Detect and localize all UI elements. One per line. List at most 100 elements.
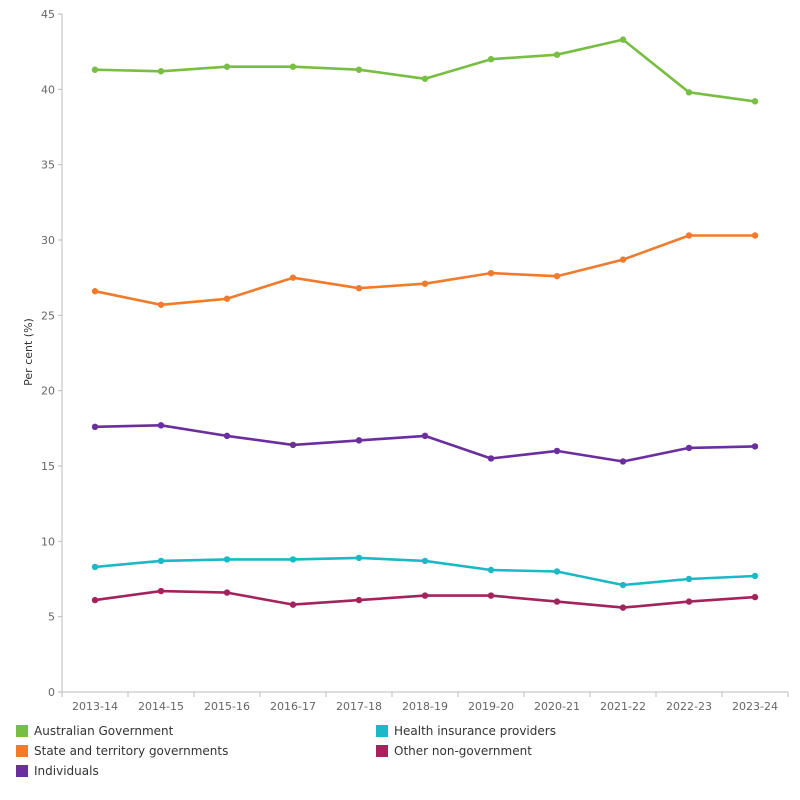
data-point[interactable] bbox=[619, 581, 627, 589]
data-point[interactable] bbox=[355, 596, 363, 604]
y-tick-label: 5 bbox=[48, 611, 55, 624]
data-point[interactable] bbox=[289, 601, 297, 608]
legend-item[interactable]: Individuals bbox=[16, 764, 99, 778]
data-point[interactable] bbox=[91, 66, 99, 73]
data-point[interactable] bbox=[91, 563, 99, 571]
data-point[interactable] bbox=[421, 557, 429, 565]
chart-legend: Australian Government State and territory… bbox=[16, 724, 776, 784]
x-tick-label: 2015-16 bbox=[204, 700, 250, 713]
data-point[interactable] bbox=[223, 556, 231, 563]
legend-item[interactable]: Other non-government bbox=[376, 744, 532, 758]
data-point[interactable] bbox=[91, 423, 99, 431]
y-tick-label: 10 bbox=[41, 535, 55, 548]
data-point[interactable] bbox=[223, 63, 231, 70]
data-point[interactable] bbox=[223, 432, 231, 440]
series-group bbox=[91, 554, 759, 589]
series-group bbox=[91, 36, 759, 105]
data-point[interactable] bbox=[553, 447, 561, 455]
data-point[interactable] bbox=[487, 566, 495, 574]
series-group bbox=[91, 232, 759, 308]
data-point[interactable] bbox=[685, 232, 693, 239]
chart-series bbox=[91, 36, 759, 611]
y-tick-label: 20 bbox=[41, 385, 55, 398]
data-point[interactable] bbox=[685, 575, 693, 583]
y-tick-label: 35 bbox=[41, 159, 55, 172]
data-point[interactable] bbox=[223, 295, 231, 302]
data-point[interactable] bbox=[157, 68, 165, 75]
data-point[interactable] bbox=[553, 272, 561, 280]
data-point[interactable] bbox=[355, 66, 363, 73]
series-line bbox=[94, 423, 756, 463]
data-point[interactable] bbox=[685, 598, 693, 605]
series-line bbox=[94, 234, 755, 307]
x-tick-label: 2017-18 bbox=[336, 700, 382, 713]
data-point[interactable] bbox=[157, 301, 165, 308]
data-point[interactable] bbox=[553, 568, 561, 575]
y-tick-label: 25 bbox=[41, 309, 55, 322]
legend-label: Individuals bbox=[34, 764, 99, 778]
y-tick-label: 0 bbox=[48, 686, 55, 699]
y-axis-title: Per cent (%) bbox=[22, 318, 35, 386]
legend-swatch bbox=[376, 725, 388, 737]
series-line bbox=[94, 38, 756, 103]
data-point[interactable] bbox=[421, 75, 429, 82]
y-tick-label: 30 bbox=[41, 234, 55, 247]
series-group bbox=[91, 422, 759, 465]
legend-item[interactable]: Australian Government bbox=[16, 724, 173, 738]
x-tick-label: 2021-22 bbox=[600, 700, 646, 713]
legend-swatch bbox=[16, 725, 28, 737]
data-point[interactable] bbox=[487, 455, 495, 462]
chart-axes: 0 5 10 15 20 25 30 35 40 45 2013-14 2014-15 2015-16 2… bbox=[41, 8, 789, 713]
legend-swatch bbox=[376, 745, 388, 757]
data-point[interactable] bbox=[553, 598, 561, 605]
data-point[interactable] bbox=[289, 556, 297, 563]
data-point[interactable] bbox=[289, 441, 297, 449]
legend-swatch bbox=[16, 745, 28, 757]
legend-item[interactable]: State and territory governments bbox=[16, 744, 228, 758]
data-point[interactable] bbox=[619, 604, 627, 611]
data-point[interactable] bbox=[355, 437, 363, 444]
x-tick-label: 2019-20 bbox=[468, 700, 514, 713]
data-point[interactable] bbox=[553, 51, 561, 58]
data-point[interactable] bbox=[751, 593, 759, 601]
data-point[interactable] bbox=[355, 554, 363, 562]
legend-label: State and territory governments bbox=[34, 744, 229, 758]
data-point[interactable] bbox=[157, 587, 165, 595]
data-point[interactable] bbox=[751, 572, 759, 580]
data-point[interactable] bbox=[355, 285, 363, 292]
data-point[interactable] bbox=[487, 269, 495, 277]
data-point[interactable] bbox=[157, 422, 165, 429]
legend-item[interactable]: Health insurance providers bbox=[376, 724, 556, 738]
data-point[interactable] bbox=[751, 98, 759, 105]
data-point[interactable] bbox=[619, 458, 627, 465]
legend-label: Health insurance providers bbox=[394, 724, 556, 738]
data-point[interactable] bbox=[751, 443, 759, 450]
data-point[interactable] bbox=[91, 288, 99, 295]
data-point[interactable] bbox=[91, 596, 99, 604]
legend-swatch bbox=[16, 765, 28, 777]
data-point[interactable] bbox=[487, 592, 495, 599]
data-point[interactable] bbox=[289, 63, 297, 70]
x-tick-label: 2022-23 bbox=[666, 700, 712, 713]
legend-label: Other non-government bbox=[394, 744, 532, 758]
data-point[interactable] bbox=[685, 89, 693, 96]
y-tick-label: 15 bbox=[41, 460, 55, 473]
line-chart: 0 5 10 15 20 25 30 35 40 45 2013-14 2014-15 2015-16 2… bbox=[22, 8, 789, 713]
x-tick-label: 2016-17 bbox=[270, 700, 316, 713]
data-point[interactable] bbox=[289, 274, 297, 281]
data-point[interactable] bbox=[157, 557, 165, 565]
data-point[interactable] bbox=[487, 56, 495, 63]
data-point[interactable] bbox=[619, 36, 627, 43]
data-point[interactable] bbox=[751, 232, 759, 239]
data-point[interactable] bbox=[421, 280, 429, 287]
data-point[interactable] bbox=[685, 444, 693, 452]
series-group bbox=[91, 587, 759, 611]
data-point[interactable] bbox=[619, 256, 627, 263]
data-point[interactable] bbox=[223, 589, 231, 596]
data-point[interactable] bbox=[421, 592, 429, 599]
x-tick-label: 2013-14 bbox=[72, 700, 118, 713]
x-tick-label: 2023-24 bbox=[732, 700, 778, 713]
data-point[interactable] bbox=[421, 432, 429, 440]
legend-label: Australian Government bbox=[34, 724, 174, 738]
x-tick-label: 2014-15 bbox=[138, 700, 184, 713]
